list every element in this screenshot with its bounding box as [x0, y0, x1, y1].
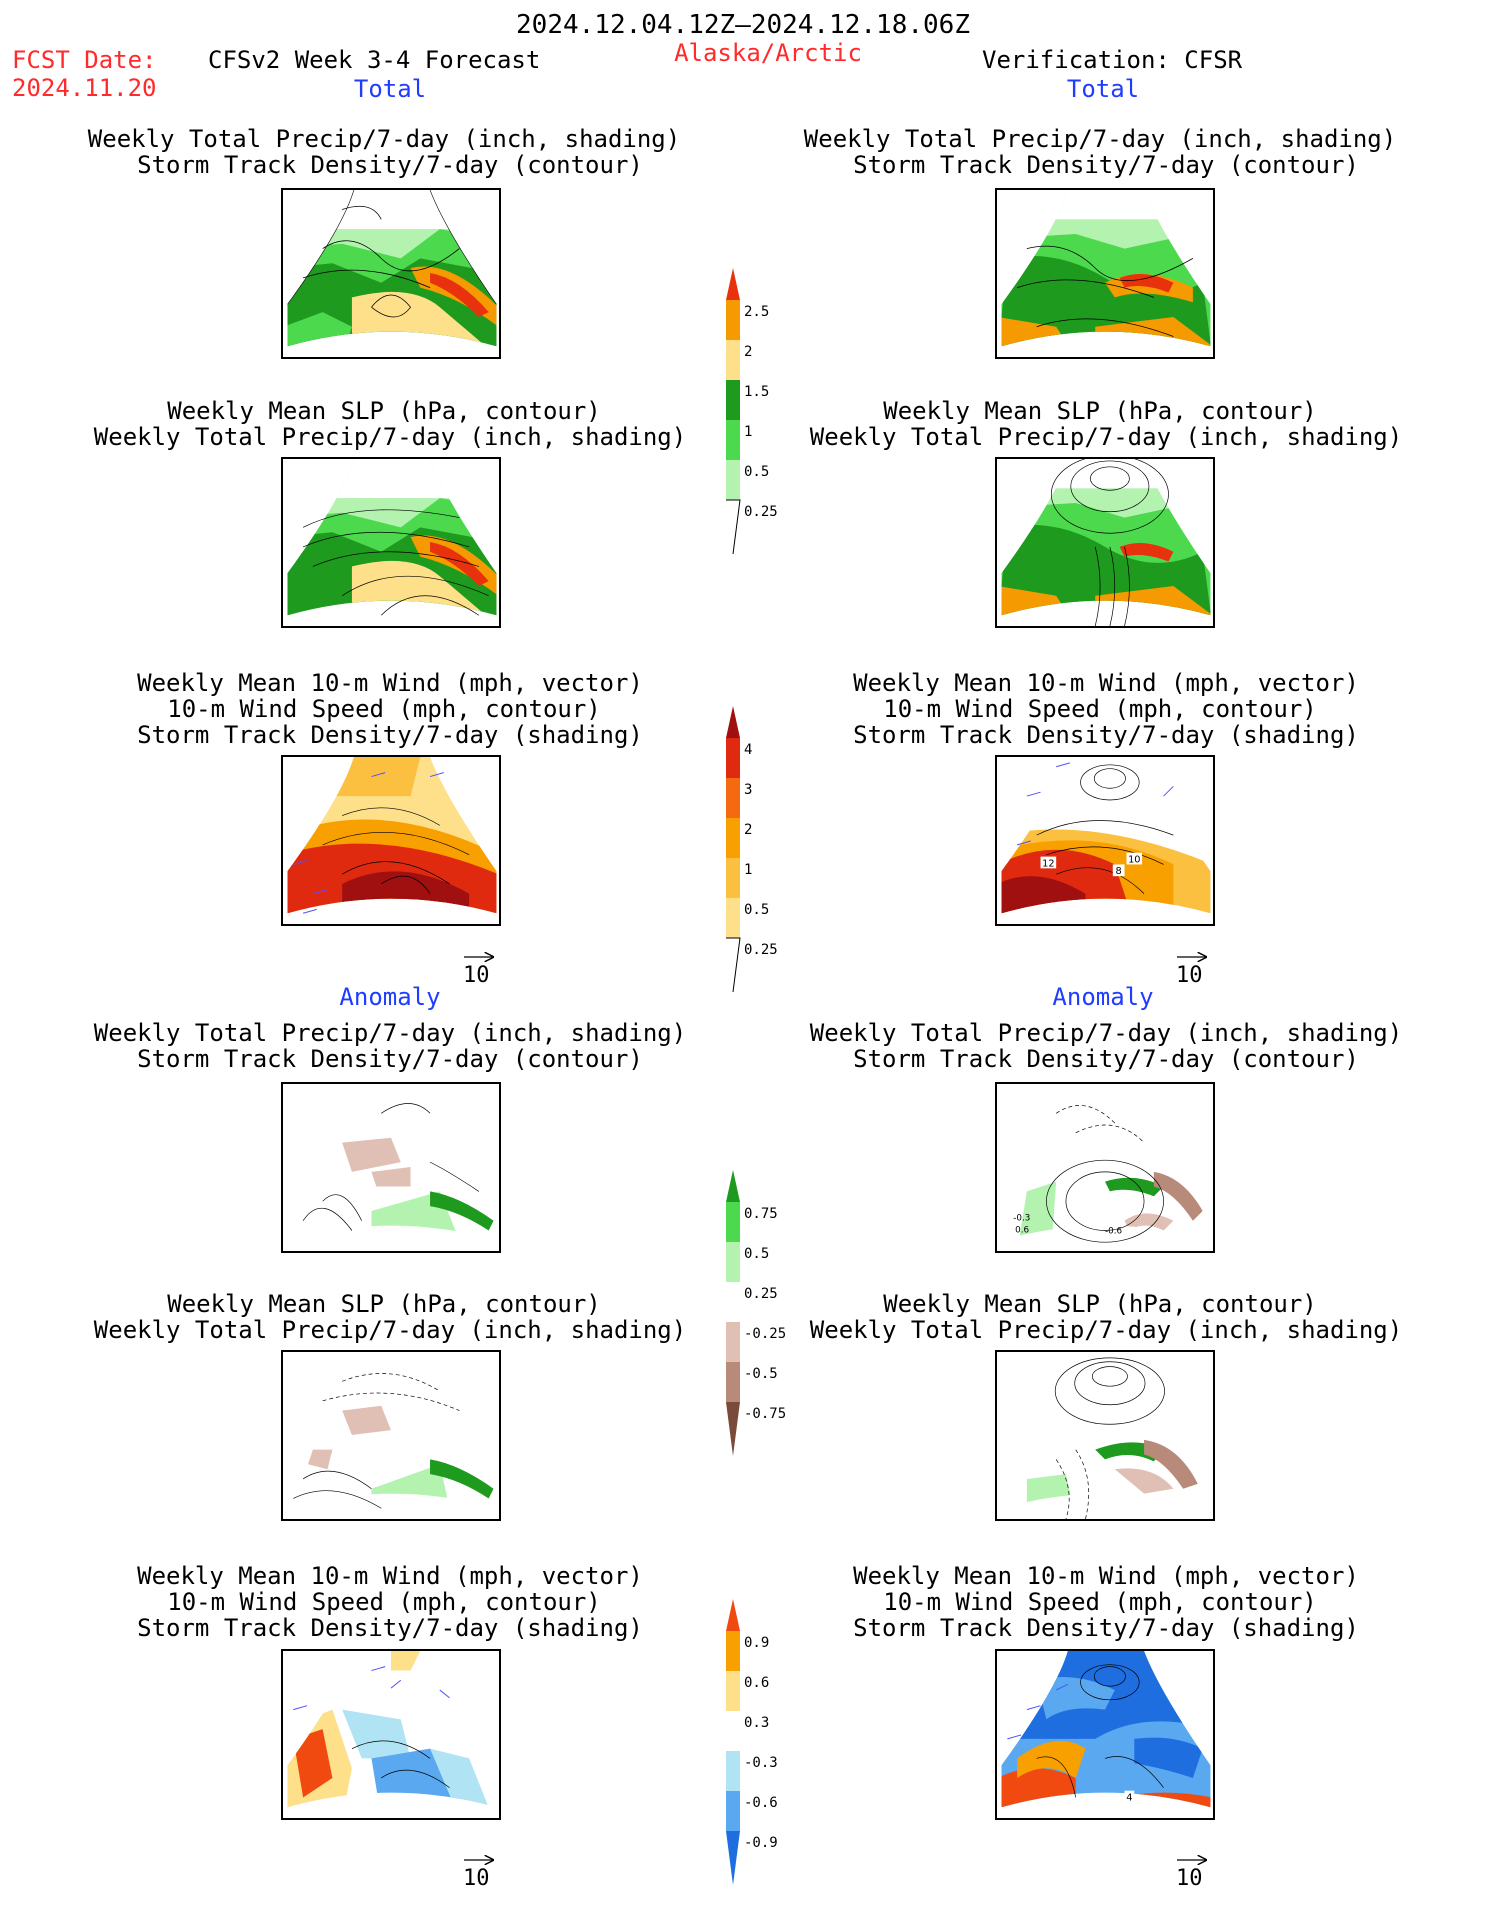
title-v3-line1: Weekly Mean 10-m Wind (mph, vector) — [853, 669, 1359, 697]
title-p1-line1: Weekly Total Precip/7-day (inch, shading… — [87, 125, 681, 153]
map-forecast-wind-anom — [281, 1649, 501, 1820]
title-v3-line3: Storm Track Density/7-day (shading) — [853, 721, 1359, 749]
cb1-tick-1: 2 — [744, 344, 753, 360]
colorbar-storm-total — [725, 706, 741, 992]
cb4-tick-5: -0.9 — [744, 1835, 778, 1851]
total-section-right: Total — [1066, 75, 1140, 103]
cb2-tick-2: 2 — [744, 822, 753, 838]
contour-label-neg03: -0.3 — [1013, 1214, 1030, 1224]
map-forecast-wind-total — [281, 755, 501, 926]
colorbar-precip-anom — [725, 1170, 741, 1456]
title-v4-line2: Storm Track Density/7-day (contour) — [853, 1045, 1359, 1073]
region-label: Alaska/Arctic — [674, 39, 862, 67]
contour-label-12: 12 — [1042, 858, 1054, 869]
title-p4-line1: Weekly Total Precip/7-day (inch, shading… — [93, 1019, 687, 1047]
cb3-tick-2: 0.25 — [744, 1286, 778, 1302]
fcst-date-value: 2024.11.20 — [12, 74, 157, 102]
title-p4-line2: Storm Track Density/7-day (contour) — [137, 1045, 643, 1073]
map-forecast-precip-total — [281, 188, 501, 359]
cb2-tick-4: 0.5 — [744, 902, 770, 918]
cb1-tick-4: 0.5 — [744, 464, 770, 480]
period-title: 2024.12.04.12Z–2024.12.18.06Z — [516, 10, 970, 40]
cb2-tick-5: 0.25 — [744, 942, 778, 958]
title-p5-line2: Weekly Total Precip/7-day (inch, shading… — [93, 1316, 687, 1344]
contour-label-4: 4 — [1126, 1792, 1132, 1803]
cb2-tick-3: 1 — [744, 862, 753, 878]
title-p6-line1: Weekly Mean 10-m Wind (mph, vector) — [137, 1562, 643, 1590]
title-v5-line1: Weekly Mean SLP (hPa, contour) — [883, 1290, 1317, 1318]
cb4-tick-3: -0.3 — [744, 1755, 778, 1771]
cb4-tick-4: -0.6 — [744, 1795, 778, 1811]
colorbar-storm-anom — [725, 1599, 741, 1885]
colorbar-precip-total — [725, 268, 741, 554]
contour-label-10: 10 — [1128, 854, 1140, 865]
vector-ref-forecast-total: 10 — [463, 963, 490, 988]
title-p5-line1: Weekly Mean SLP (hPa, contour) — [167, 1290, 601, 1318]
title-v6-line1: Weekly Mean 10-m Wind (mph, vector) — [853, 1562, 1359, 1590]
cb3-tick-0: 0.75 — [744, 1206, 778, 1222]
vector-ref-verif-total: 10 — [1176, 963, 1203, 988]
contour-label-06: 0.6 — [1015, 1225, 1029, 1235]
map-verif-slp-precip — [995, 457, 1215, 628]
title-v1-line1: Weekly Total Precip/7-day (inch, shading… — [803, 125, 1397, 153]
title-v4-line1: Weekly Total Precip/7-day (inch, shading… — [809, 1019, 1403, 1047]
title-v5-line2: Weekly Total Precip/7-day (inch, shading… — [809, 1316, 1403, 1344]
cb3-tick-3: -0.25 — [744, 1326, 787, 1342]
title-v2-line1: Weekly Mean SLP (hPa, contour) — [883, 397, 1317, 425]
title-v6-line2: 10-m Wind Speed (mph, contour) — [883, 1588, 1317, 1616]
map-verif-precip-total — [995, 188, 1215, 359]
title-p3-line3: Storm Track Density/7-day (shading) — [137, 721, 643, 749]
forecast-label: CFSv2 Week 3-4 Forecast — [208, 46, 541, 74]
cb3-tick-4: -0.5 — [744, 1366, 778, 1382]
title-v1-line2: Storm Track Density/7-day (contour) — [853, 151, 1359, 179]
cb4-tick-1: 0.6 — [744, 1675, 770, 1691]
map-verif-precip-anom: -0.3 0.6 -0.6 — [995, 1082, 1215, 1253]
map-forecast-slp-anom — [281, 1350, 501, 1521]
title-p6-line3: Storm Track Density/7-day (shading) — [137, 1614, 643, 1642]
cb1-tick-5: 0.25 — [744, 504, 778, 520]
title-p3-line1: Weekly Mean 10-m Wind (mph, vector) — [137, 669, 643, 697]
map-forecast-precip-anom — [281, 1082, 501, 1253]
title-v3-line2: 10-m Wind Speed (mph, contour) — [883, 695, 1317, 723]
verification-label: Verification: CFSR — [982, 46, 1243, 74]
title-p1-line2: Storm Track Density/7-day (contour) — [137, 151, 643, 179]
cb3-tick-5: -0.75 — [744, 1406, 787, 1422]
vector-ref-verif-anom: 10 — [1176, 1866, 1203, 1891]
fcst-date-label: FCST Date: — [12, 46, 157, 74]
cb1-tick-0: 2.5 — [744, 304, 770, 320]
title-p3-line2: 10-m Wind Speed (mph, contour) — [167, 695, 601, 723]
map-forecast-slp-precip — [281, 457, 501, 628]
cb1-tick-2: 1.5 — [744, 384, 770, 400]
contour-label-neg06: -0.6 — [1105, 1226, 1123, 1236]
title-p2-line1: Weekly Mean SLP (hPa, contour) — [167, 397, 601, 425]
contour-label-8: 8 — [1116, 866, 1122, 877]
total-section-left: Total — [353, 75, 427, 103]
cb1-tick-3: 1 — [744, 424, 753, 440]
map-verif-slp-anom — [995, 1350, 1215, 1521]
vector-ref-forecast-anom: 10 — [463, 1866, 490, 1891]
title-p6-line2: 10-m Wind Speed (mph, contour) — [167, 1588, 601, 1616]
cb4-tick-2: 0.3 — [744, 1715, 770, 1731]
title-v2-line2: Weekly Total Precip/7-day (inch, shading… — [809, 423, 1403, 451]
cb4-tick-0: 0.9 — [744, 1635, 770, 1651]
anomaly-section-right: Anomaly — [1052, 983, 1154, 1011]
map-verif-wind-total: 12 10 8 — [995, 755, 1215, 926]
map-verif-wind-anom: 4 — [995, 1649, 1215, 1820]
anomaly-section-left: Anomaly — [339, 983, 441, 1011]
title-v6-line3: Storm Track Density/7-day (shading) — [853, 1614, 1359, 1642]
cb2-tick-1: 3 — [744, 782, 753, 798]
cb2-tick-0: 4 — [744, 742, 753, 758]
title-p2-line2: Weekly Total Precip/7-day (inch, shading… — [93, 423, 687, 451]
cb3-tick-1: 0.5 — [744, 1246, 770, 1262]
